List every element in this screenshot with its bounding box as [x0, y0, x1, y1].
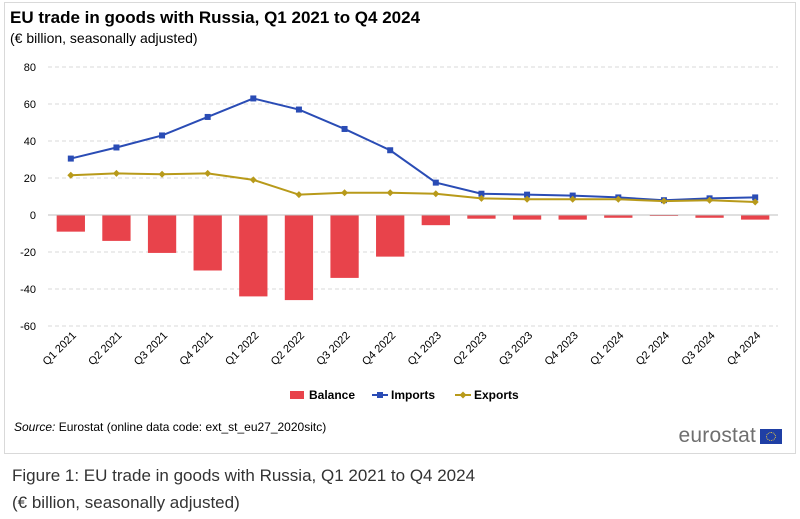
exports-point: [660, 197, 668, 205]
imports-point: [569, 192, 576, 199]
x-tick-label: Q4 2021: [177, 330, 215, 368]
imports-point: [159, 132, 166, 139]
imports-point: [113, 144, 120, 151]
legend-label-exports: Exports: [474, 388, 519, 402]
source-label: Source:: [14, 420, 56, 434]
exports-point: [614, 195, 622, 203]
x-tick-label: Q4 2022: [360, 330, 398, 368]
imports-point: [67, 155, 74, 162]
eu-flag-icon: [760, 428, 782, 444]
balance-bar: [421, 215, 450, 226]
x-tick-label: Q2 2022: [269, 330, 307, 368]
exports-point: [569, 195, 577, 203]
balance-bar: [56, 215, 85, 232]
exports-point: [386, 189, 394, 197]
balance-bar: [376, 215, 405, 257]
imports-point: [250, 95, 257, 102]
balance-bar: [741, 215, 770, 220]
balance-bar: [147, 215, 177, 253]
source-note: Source: Eurostat (online data code: ext_…: [14, 420, 326, 434]
legend-label-balance: Balance: [309, 388, 355, 402]
y-tick-label: -60: [20, 321, 36, 333]
eurostat-logo: eurostat: [679, 424, 782, 448]
balance-bar: [239, 215, 268, 297]
x-tick-label: Q4 2023: [542, 330, 580, 368]
x-tick-label: Q1 2023: [406, 330, 444, 368]
legend-swatch-balance: [290, 391, 304, 399]
imports-point: [204, 113, 211, 120]
balance-bar: [330, 215, 359, 278]
imports-point: [341, 125, 348, 132]
imports-point: [752, 194, 759, 201]
imports-point: [432, 179, 439, 186]
y-tick-label: 80: [24, 62, 36, 74]
legend-label-imports: Imports: [391, 388, 435, 402]
exports-point: [706, 196, 714, 204]
x-tick-label: Q3 2024: [679, 330, 717, 368]
y-tick-label: 60: [24, 99, 36, 111]
exports-line: [70, 172, 756, 204]
y-tick-label: 0: [30, 210, 36, 222]
exports-point: [523, 195, 531, 203]
y-tick-label: 40: [24, 136, 36, 148]
legend-marker-exports: [459, 391, 467, 399]
x-tick-label: Q2 2023: [451, 330, 489, 368]
balance-bar: [512, 215, 542, 220]
exports-point: [751, 198, 759, 206]
legend-marker-imports: [377, 392, 383, 398]
balance-bar: [193, 215, 222, 271]
caption-line-1: Figure 1: EU trade in goods with Russia,…: [12, 466, 476, 485]
logo-text: eurostat: [678, 424, 756, 447]
x-tick-label: Q3 2021: [132, 330, 170, 368]
y-tick-label: -40: [20, 284, 36, 296]
chart-title: EU trade in goods with Russia, Q1 2021 t…: [10, 8, 421, 27]
y-tick-label: 20: [24, 173, 36, 185]
imports-point: [524, 191, 531, 198]
x-tick-label: Q3 2022: [314, 330, 352, 368]
imports-point: [478, 190, 485, 197]
x-tick-label: Q2 2021: [86, 330, 124, 368]
balance-bar: [284, 215, 314, 301]
exports-point: [204, 169, 212, 177]
imports-line: [70, 97, 756, 202]
caption-line-2: (€ billion, seasonally adjusted): [12, 493, 240, 512]
x-tick-label: Q2 2024: [634, 330, 672, 368]
x-tick-label: Q1 2024: [588, 330, 626, 368]
exports-point: [112, 169, 120, 177]
chart-subtitle: (€ billion, seasonally adjusted): [10, 30, 198, 46]
source-text: Eurostat (online data code: ext_st_eu27_…: [55, 420, 327, 434]
y-tick-label: -20: [20, 247, 36, 259]
x-tick-label: Q1 2022: [223, 330, 261, 368]
imports-point: [387, 147, 394, 154]
exports-point: [477, 194, 485, 202]
x-tick-label: Q1 2021: [41, 330, 79, 368]
exports-point: [341, 189, 349, 197]
exports-point: [158, 170, 166, 178]
balance-bar: [558, 215, 587, 220]
exports-point: [432, 190, 440, 198]
balance-bar: [467, 215, 496, 219]
x-tick-label: Q4 2024: [725, 330, 763, 368]
balance-bar: [695, 215, 724, 218]
exports-point: [295, 191, 303, 199]
x-tick-label: Q3 2023: [497, 330, 535, 368]
exports-point: [249, 176, 257, 184]
imports-point: [295, 106, 302, 113]
balance-bar: [102, 215, 131, 241]
balance-bar: [604, 215, 633, 218]
exports-point: [67, 171, 75, 179]
figure-caption: Figure 1: EU trade in goods with Russia,…: [12, 462, 475, 516]
